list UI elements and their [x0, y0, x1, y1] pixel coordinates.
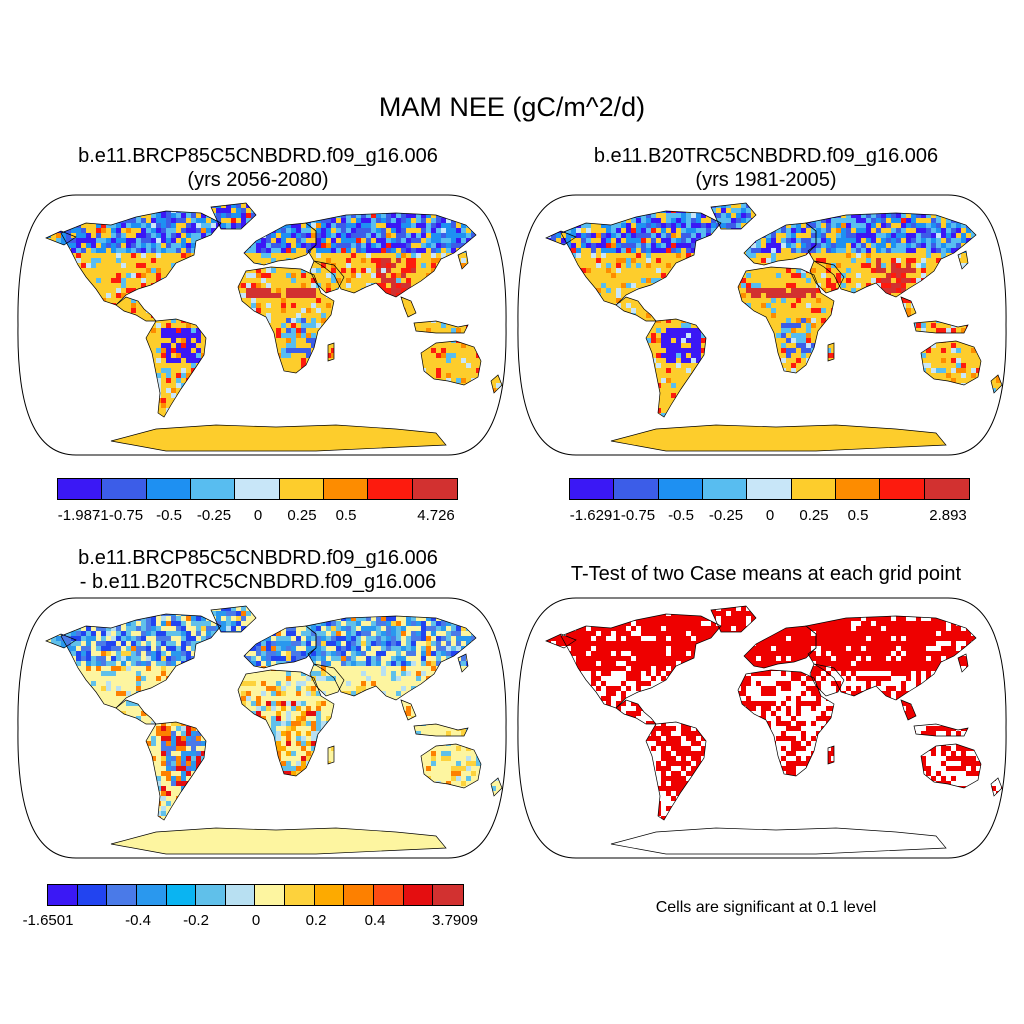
colorbar-panel-1	[57, 478, 458, 500]
colorbar-tick-label: -0.25	[196, 507, 232, 524]
colorbar-tick-label: -0.25	[708, 507, 744, 524]
colorbar-swatch	[880, 479, 925, 499]
colorbar-panel-3	[47, 884, 464, 906]
colorbar-swatch	[614, 479, 659, 499]
colorbar-swatch	[433, 885, 463, 905]
colorbar-tick-label: 0.25	[799, 507, 829, 524]
colorbar-swatch	[702, 479, 748, 499]
colorbar-swatch	[412, 479, 457, 499]
panel-3-title-line-1: b.e11.BRCP85C5CNBDRD.f09_g16.006	[78, 547, 438, 569]
colorbar-tick-label: 0	[253, 507, 263, 524]
significance-note: Cells are significant at 0.1 level	[655, 899, 877, 916]
colorbar-tick-label: 0.4	[364, 912, 386, 929]
colorbar-panel-2	[569, 478, 970, 500]
colorbar-swatch	[791, 479, 836, 499]
colorbar-tick-label: -0.75	[108, 507, 144, 524]
colorbar-tick-label: 0.5	[335, 507, 357, 524]
colorbar-swatch	[48, 885, 78, 905]
colorbar-swatch	[196, 885, 226, 905]
colorbar-tick-label: 0.25	[287, 507, 317, 524]
colorbar-swatch	[368, 479, 413, 499]
colorbar-swatch	[279, 479, 324, 499]
panel-2-title-line-1: b.e11.B20TRC5CNBDRD.f09_g16.006	[593, 145, 939, 167]
panel-1-title-line-1: b.e11.BRCP85C5CNBDRD.f09_g16.006	[78, 145, 438, 167]
colorbar-tick-label: 0.5	[847, 507, 869, 524]
colorbar-swatch	[924, 479, 969, 499]
colorbar-tick-label: -1.987	[57, 507, 101, 524]
colorbar-swatch	[77, 885, 108, 905]
colorbar-tick-label: 3.7909	[432, 912, 478, 929]
colorbar-swatch	[658, 479, 703, 499]
colorbar-tick-label: -0.4	[125, 912, 151, 929]
colorbar-tick-label: -1	[607, 507, 621, 524]
colorbar-tick-label: -1.629	[569, 507, 613, 524]
main-title: MAM NEE (gC/m^2/d)	[378, 92, 646, 122]
colorbar-swatch	[403, 885, 434, 905]
colorbar-swatch	[314, 885, 345, 905]
map-panel-1	[16, 193, 508, 457]
colorbar-tick-label: -0.2	[183, 912, 209, 929]
colorbar-tick-label: 4.726	[417, 507, 455, 524]
panel-4-title: T-Test of two Case means at each grid po…	[570, 563, 962, 585]
colorbar-tick-label: -1	[95, 507, 109, 524]
colorbar-swatch	[146, 479, 191, 499]
panel-1-title-line-2: (yrs 2056-2080)	[187, 169, 329, 191]
colorbar-swatch	[136, 885, 167, 905]
panel-2-title-line-2: (yrs 1981-2005)	[695, 169, 837, 191]
colorbar-swatch	[166, 885, 197, 905]
colorbar-swatch	[107, 885, 137, 905]
colorbar-swatch	[225, 885, 256, 905]
colorbar-tick-label: 0	[765, 507, 775, 524]
colorbar-swatch	[374, 885, 404, 905]
colorbar-swatch	[235, 479, 280, 499]
colorbar-tick-label: 2.893	[929, 507, 967, 524]
map-panel-2	[516, 193, 1008, 457]
colorbar-swatch	[570, 479, 615, 499]
colorbar-tick-label: 0.2	[305, 912, 327, 929]
colorbar-swatch	[323, 479, 369, 499]
map-panel-3	[16, 596, 508, 860]
colorbar-swatch	[344, 885, 375, 905]
colorbar-tick-label: -1.6501	[22, 912, 74, 929]
colorbar-tick-label: 0	[251, 912, 261, 929]
colorbar-swatch	[747, 479, 792, 499]
colorbar-swatch	[285, 885, 315, 905]
map-panel-4	[516, 596, 1008, 860]
colorbar-tick-label: -0.5	[156, 507, 182, 524]
colorbar-swatch	[255, 885, 286, 905]
colorbar-swatch	[190, 479, 236, 499]
colorbar-tick-label: -0.75	[620, 507, 656, 524]
colorbar-tick-label: -0.5	[668, 507, 694, 524]
colorbar-swatch	[835, 479, 881, 499]
panel-3-title-line-2: - b.e11.B20TRC5CNBDRD.f09_g16.006	[79, 571, 437, 593]
colorbar-swatch	[58, 479, 103, 499]
colorbar-swatch	[102, 479, 147, 499]
